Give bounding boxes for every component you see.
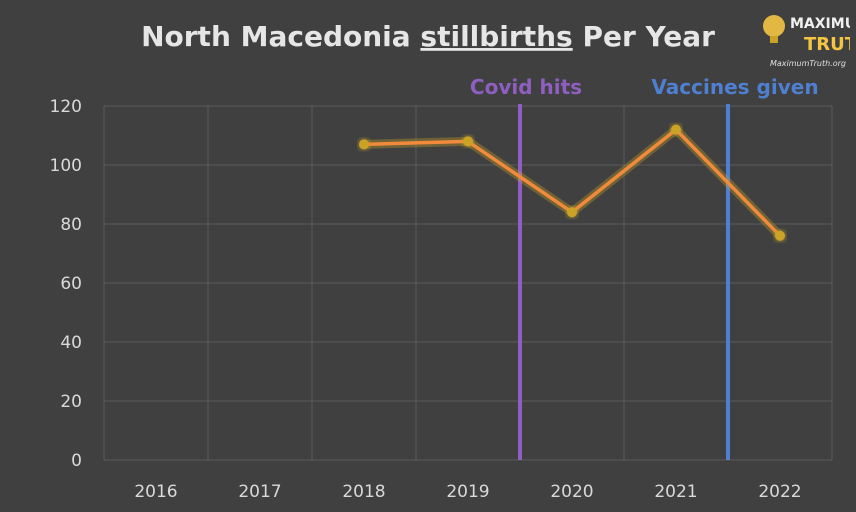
x-tick-label-2017: 2017: [238, 482, 281, 502]
series-glow: [359, 125, 785, 241]
annotation-label-0: Covid hits: [470, 75, 582, 99]
chart-title-part-1: North Macedonia: [141, 20, 420, 53]
logo-line1: MAXIMUM: [790, 16, 850, 32]
y-tick-label-20: 20: [60, 392, 82, 412]
maximum-truth-logo: MAXIMUM TRUTH MaximumTruth.org: [760, 4, 856, 70]
chart-title-part-3: Per Year: [573, 20, 715, 53]
logo-url: MaximumTruth.org: [770, 59, 846, 68]
logo-line2: TRUTH: [804, 34, 850, 55]
x-tick-label-2016: 2016: [134, 482, 177, 502]
data-point-2021: [671, 124, 681, 135]
x-tick-label-2020: 2020: [550, 482, 593, 502]
x-axis: 2016 2017 2018 2019 2020 2021 2022: [134, 482, 801, 502]
lightbulb-icon: MAXIMUM TRUTH MaximumTruth.org: [763, 15, 856, 68]
x-tick-label-2018: 2018: [342, 482, 385, 502]
data-point-2020: [567, 207, 577, 218]
series-stillbirths: [359, 124, 785, 241]
annotation-label-1: Vaccines given: [651, 75, 818, 99]
y-tick-label-60: 60: [60, 274, 82, 294]
annotations: Covid hits Vaccines given: [470, 75, 819, 460]
grid: [103, 105, 833, 461]
y-tick-label-100: 100: [50, 156, 82, 176]
y-axis: 0 20 40 60 80 100 120: [50, 97, 82, 471]
x-tick-label-2022: 2022: [758, 482, 801, 502]
x-tick-label-2019: 2019: [446, 482, 489, 502]
y-tick-label-120: 120: [50, 97, 82, 117]
data-point-2019: [463, 136, 473, 147]
chart-title-part-2: stillbirths: [420, 20, 572, 53]
data-point-2022: [775, 230, 785, 241]
chart-title: North Macedonia stillbirths Per Year: [141, 20, 715, 53]
y-tick-label-80: 80: [60, 215, 82, 235]
data-point-2018: [359, 139, 369, 150]
y-tick-label-0: 0: [71, 451, 82, 471]
x-tick-label-2021: 2021: [654, 482, 697, 502]
y-tick-label-40: 40: [60, 333, 82, 353]
